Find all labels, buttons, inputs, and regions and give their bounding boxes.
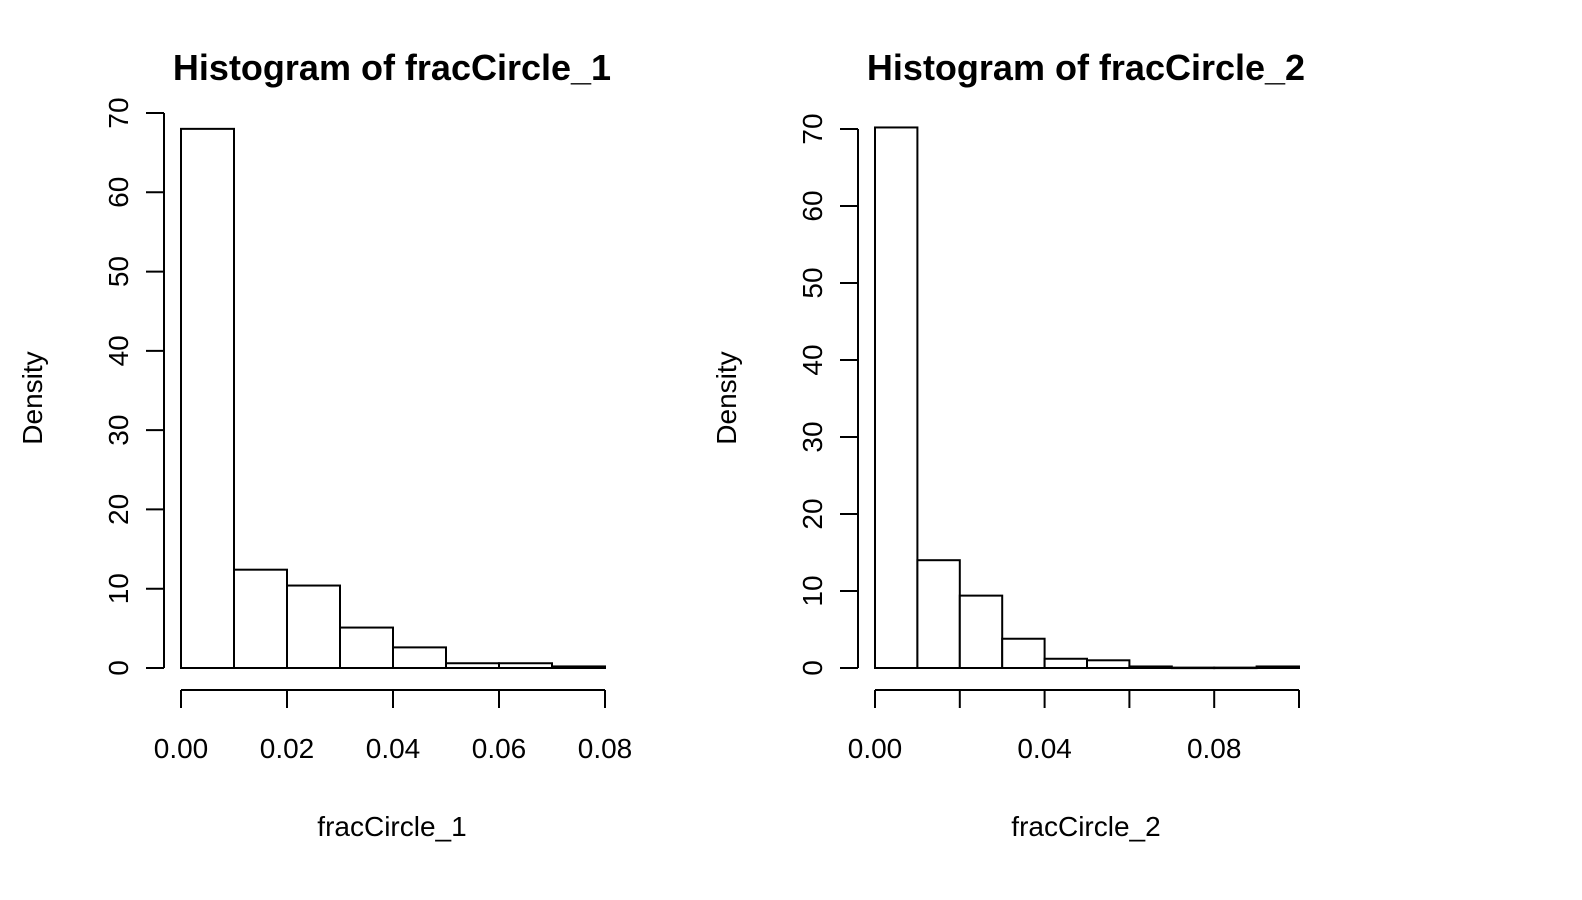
x-tick-label: 0.08 xyxy=(578,733,633,764)
y-axis-label: Density xyxy=(711,351,742,444)
y-tick-label: 20 xyxy=(103,494,134,525)
y-tick-label: 40 xyxy=(103,335,134,366)
x-tick-label: 0.04 xyxy=(366,733,421,764)
histogram-bar-4 xyxy=(339,626,394,669)
x-tick-label: 0.08 xyxy=(1187,733,1242,764)
y-tick-label: 50 xyxy=(103,256,134,287)
x-tick-label: 0.00 xyxy=(154,733,209,764)
y-tick-label: 10 xyxy=(797,575,828,606)
histogram-bar-5 xyxy=(392,646,447,670)
histogram-bar-5 xyxy=(1043,657,1088,670)
x-tick-label: 0.02 xyxy=(260,733,315,764)
x-axis: 0.00 0.02 0.04 0.06 0.08 xyxy=(154,689,633,764)
x-axis: 0.00 0.04 0.08 xyxy=(848,689,1300,764)
y-axis: 0 10 20 30 40 50 60 70 xyxy=(103,97,165,676)
x-tick-label: 0.00 xyxy=(848,733,903,764)
y-tick-label: 30 xyxy=(103,415,134,446)
histogram-bar-1 xyxy=(180,127,235,670)
histogram-bar-9 xyxy=(1213,666,1258,670)
histogram-panel-fraccircle-1: Histogram of fracCircle_1 fracCircle_1 D… xyxy=(17,47,632,842)
x-tick-label: 0.06 xyxy=(472,733,527,764)
y-tick-label: 30 xyxy=(797,421,828,452)
histogram-bar-6 xyxy=(445,662,500,670)
histogram-bar-7 xyxy=(498,662,553,670)
histogram-panel-fraccircle-2: Histogram of fracCircle_2 fracCircle_2 D… xyxy=(711,47,1305,842)
x-axis-label: fracCircle_1 xyxy=(317,811,466,842)
y-tick-label: 60 xyxy=(797,190,828,221)
histogram-bar-8 xyxy=(1170,666,1216,670)
y-tick-label: 70 xyxy=(103,97,134,128)
y-tick-label: 20 xyxy=(797,498,828,529)
y-tick-label: 40 xyxy=(797,344,828,375)
histogram-bar-8 xyxy=(551,665,606,670)
y-axis-label: Density xyxy=(17,351,48,444)
y-tick-label: 60 xyxy=(103,177,134,208)
y-axis: 0 10 20 30 40 50 60 70 xyxy=(797,113,859,676)
histogram-bar-4 xyxy=(1001,637,1046,669)
chart-title: Histogram of fracCircle_1 xyxy=(173,47,611,88)
histogram-bar-3 xyxy=(286,584,341,669)
histogram-bar-1 xyxy=(874,126,919,669)
y-tick-label: 0 xyxy=(797,660,828,676)
histogram-bar-7 xyxy=(1128,665,1173,670)
x-axis-label: fracCircle_2 xyxy=(1011,811,1160,842)
chart-title: Histogram of fracCircle_2 xyxy=(867,47,1305,88)
histogram-bar-3 xyxy=(958,594,1004,669)
y-tick-label: 10 xyxy=(103,573,134,604)
histogram-bar-2 xyxy=(916,559,961,670)
y-tick-label: 0 xyxy=(103,660,134,676)
histogram-bar-10 xyxy=(1255,665,1300,670)
y-tick-label: 70 xyxy=(797,113,828,144)
histogram-bar-6 xyxy=(1086,659,1131,669)
y-tick-label: 50 xyxy=(797,267,828,298)
histogram-bar-2 xyxy=(233,568,288,670)
x-tick-label: 0.04 xyxy=(1017,733,1072,764)
